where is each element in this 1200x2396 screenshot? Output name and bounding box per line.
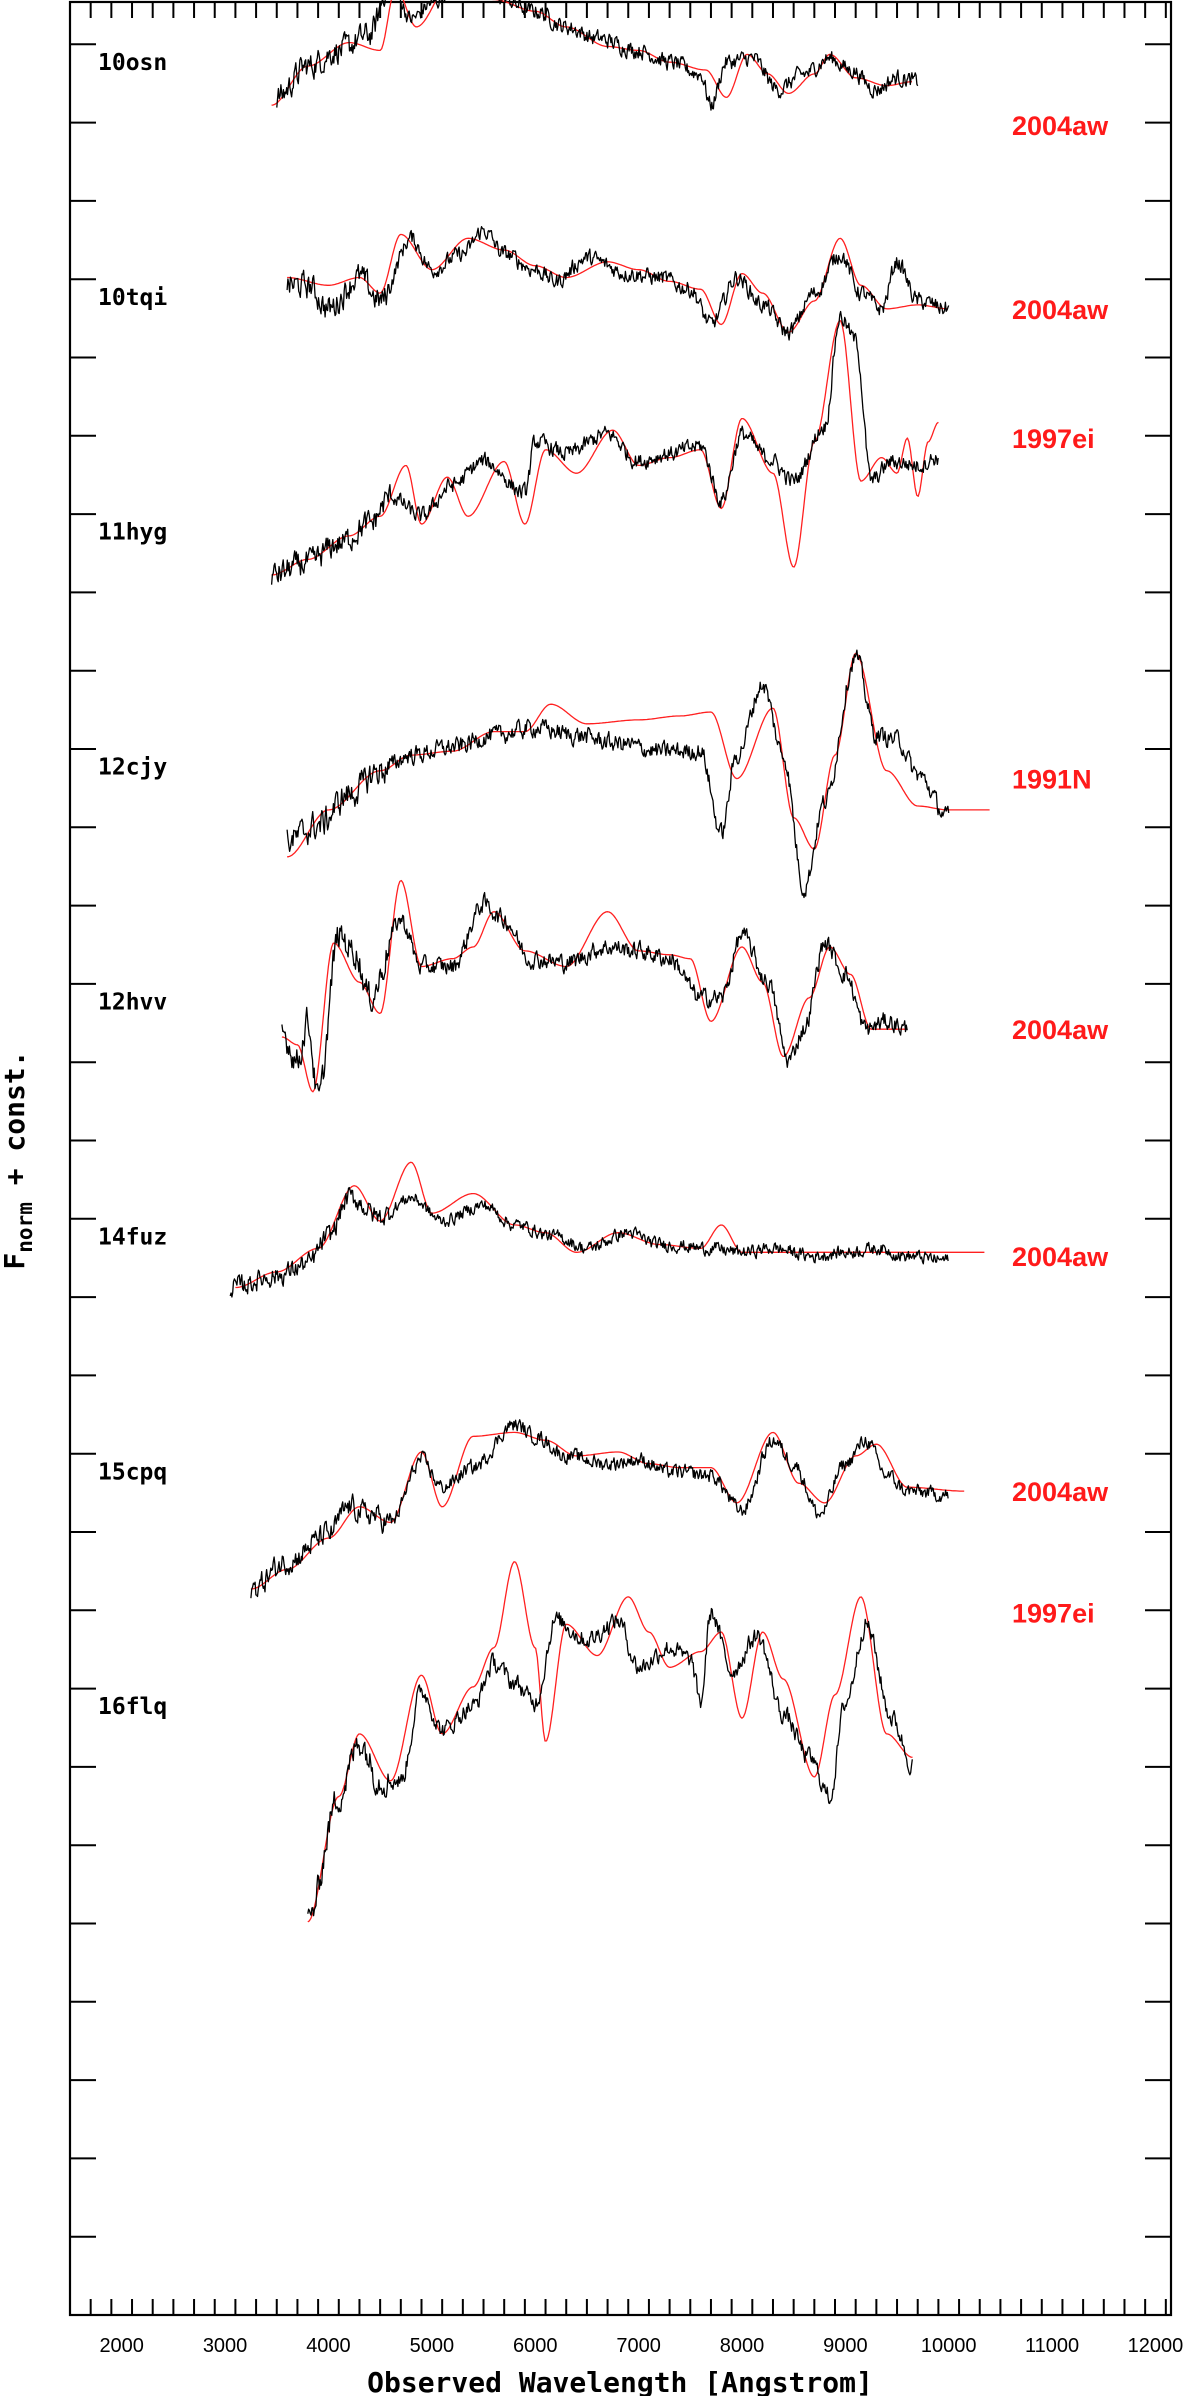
x-tick-label: 10000 (921, 2335, 977, 2357)
observed-spectrum-11hyg (270, 310, 939, 585)
template-name-label: 2004aw (1012, 1477, 1109, 1507)
x-tick-label: 8000 (720, 2335, 765, 2357)
template-name-label: 2004aw (1012, 111, 1109, 141)
template-spectrum-1997ei (307, 1561, 913, 1923)
observed-spectrum-16flq (307, 1607, 913, 1917)
observed-spectrum-12cjy (286, 649, 950, 899)
y-axis-label-suffix: + const. (0, 1050, 31, 1202)
y-axis-label-main: F (0, 1253, 31, 1270)
supernova-name-label: 12cjy (98, 755, 167, 781)
supernova-name-label: 11hyg (98, 520, 167, 546)
x-tick-label: 5000 (410, 2335, 455, 2357)
x-tick-label: 2000 (99, 2335, 144, 2357)
x-tick-label: 6000 (513, 2335, 558, 2357)
x-tick-label: 11000 (1025, 2335, 1079, 2357)
y-axis-label-subscript: norm (13, 1202, 37, 1253)
template-spectrum-2004aw (271, 0, 913, 106)
supernova-name-label: 12hvv (98, 990, 167, 1016)
plot-frame (68, 0, 1173, 2317)
template-name-label: 1997ei (1012, 424, 1095, 454)
supernova-name-label: 16flq (98, 1694, 167, 1720)
template-name-label: 1991N (1012, 765, 1092, 795)
supernova-name-label: 10osn (98, 50, 167, 76)
panel-labels: 09ut1990aa10osn2004aw10tqi2004aw11hyg199… (98, 50, 1109, 1720)
x-tick-label: 12000 (1128, 2335, 1184, 2357)
supernova-name-label: 10tqi (98, 285, 167, 311)
template-spectrum-2004aw (287, 233, 948, 333)
template-spectrum-1997ei (271, 320, 939, 576)
observed-spectrum-10tqi (286, 226, 950, 341)
spectra-curves (229, 0, 990, 1923)
x-tick-labels: 2000 3000 4000 5000 6000 7000 8000 9000 10000 110… (99, 2335, 1183, 2357)
x-tick-label: 3000 (203, 2335, 248, 2357)
template-spectrum-1991N (287, 652, 990, 858)
x-tick-label: 4000 (306, 2335, 351, 2357)
template-spectrum-2004aw (281, 879, 907, 1093)
x-axis-label: Observed Wavelength [Angstrom] (367, 2366, 873, 2396)
axis-ticks (69, 2, 1171, 2316)
observed-spectrum-10osn (276, 0, 919, 111)
template-name-label: 2004aw (1012, 295, 1109, 325)
x-tick-label: 9000 (823, 2335, 868, 2357)
observed-spectrum-12hvv (281, 891, 908, 1092)
y-axis-label: Fnorm + const. (0, 1050, 37, 1269)
template-spectrum-2004aw (235, 1161, 985, 1289)
supernova-name-label: 15cpq (98, 1459, 167, 1485)
observed-spectrum-15cpq (250, 1419, 949, 1599)
template-name-label: 1997ei (1012, 1598, 1095, 1628)
x-tick-label: 7000 (616, 2335, 661, 2357)
observed-spectrum-14fuz (229, 1186, 949, 1298)
template-name-label: 2004aw (1012, 1242, 1109, 1272)
supernova-name-label: 14fuz (98, 1224, 167, 1250)
template-name-label: 2004aw (1012, 1015, 1109, 1045)
